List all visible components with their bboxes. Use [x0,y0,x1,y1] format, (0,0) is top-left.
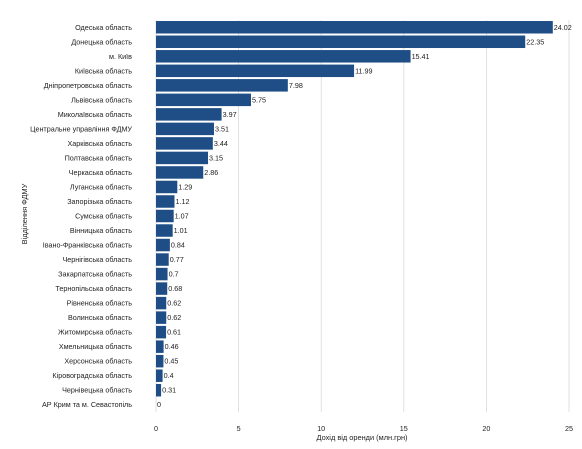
bar [156,224,173,237]
bar [156,354,164,368]
category-label: Харківська область [67,139,132,148]
value-label: 3.44 [214,139,228,148]
bar [156,64,355,78]
value-label: 11.99 [355,66,372,75]
bar [156,369,163,382]
bar [156,311,167,324]
x-tick-label: 5 [237,424,241,433]
category-label: Закарпатська область [58,270,132,279]
value-label: 15.41 [412,52,430,61]
category-label: Київська область [75,66,132,75]
value-label: 1.12 [176,197,190,206]
bar [156,282,168,295]
value-label: 1.01 [174,226,188,235]
category-label: Полтавська область [65,153,133,162]
category-label: Івано-Франківська область [43,241,133,250]
bar [156,383,162,397]
category-label: Сумська область [75,212,132,221]
bar [156,35,526,49]
value-label: 1.29 [178,182,192,191]
bar [156,253,169,266]
y-axis-title: Відділення ФДМУ [20,183,29,244]
category-label: Волинська область [68,313,132,322]
category-labels: Одеська область Донецька область м. Київ Ки… [30,23,132,409]
gridlines [155,20,570,412]
value-label: 0.4 [164,371,174,380]
value-label: 5.75 [252,95,266,104]
category-label: Одеська область [75,23,132,32]
bar [156,93,251,107]
value-label: 3.97 [223,110,237,119]
category-label: Чернігівська область [62,255,132,264]
category-label: Миколаївська область [58,110,132,119]
bar [156,267,168,281]
bar [156,180,178,194]
category-label: Херсонська область [64,357,132,366]
bar [156,137,213,150]
bar [156,122,214,136]
value-label: 22.35 [526,37,544,46]
value-label: 0.7 [169,270,179,279]
value-label: 24.02 [554,23,572,32]
category-label: Вінницька область [70,226,132,235]
value-label: 7.98 [289,81,303,90]
category-label: м. Київ [109,52,132,61]
value-label: 0.45 [164,357,178,366]
category-label: Чернівецька область [62,386,132,395]
value-label: 3.15 [209,153,223,162]
x-tick-label: 20 [482,424,490,433]
bar [156,296,167,310]
value-label: 0.61 [167,328,181,337]
bar [156,50,411,63]
value-label: 1.07 [175,212,189,221]
category-label: Донецька область [71,37,132,46]
x-tick-label: 0 [154,424,158,433]
category-label: Дніпропетровська область [44,81,132,90]
bar [156,166,204,179]
category-label: Львівська область [71,95,132,104]
category-label: Луганська область [70,182,132,191]
bar [156,79,288,92]
bar [156,108,222,121]
category-label: Центральне управління ФДМУ [30,124,132,133]
value-label: 0.62 [167,313,181,322]
bar [156,195,175,208]
value-label: 0 [157,400,161,409]
value-label: 3.51 [215,124,229,133]
category-label: Хмельницька область [59,342,132,351]
bar [156,209,174,223]
value-label: 0.31 [162,386,176,395]
x-tick-label: 25 [565,424,573,433]
value-labels: 24.02 22.35 15.41 11.99 7.98 5.75 3.97 3.51 3.44… [157,23,572,409]
category-label: Запорізька область [67,197,132,206]
category-label: Тернопільська область [55,284,132,293]
bar [156,151,209,165]
value-label: 0.77 [170,255,184,264]
x-tick-labels: 0 5 10 15 20 25 [154,424,573,433]
bar [156,325,167,339]
category-label: Кіровоградська область [52,371,132,380]
value-label: 2.86 [204,168,218,177]
category-label: Житомирська область [58,328,132,337]
category-label: Рівненська область [67,299,133,308]
bars [156,21,553,397]
value-label: 0.46 [165,342,179,351]
x-axis-title: Дохід від оренди (млн.грн) [317,433,408,442]
category-label: Черкаська область [69,168,133,177]
value-label: 0.68 [168,284,182,293]
category-label: АР Крим та м. Севастопіль [42,400,132,409]
x-tick-label: 10 [317,424,325,433]
bar [156,238,170,252]
value-label: 0.62 [167,299,181,308]
value-label: 0.84 [171,241,185,250]
bar [156,21,553,34]
x-tick-label: 15 [400,424,408,433]
bar [156,340,164,353]
